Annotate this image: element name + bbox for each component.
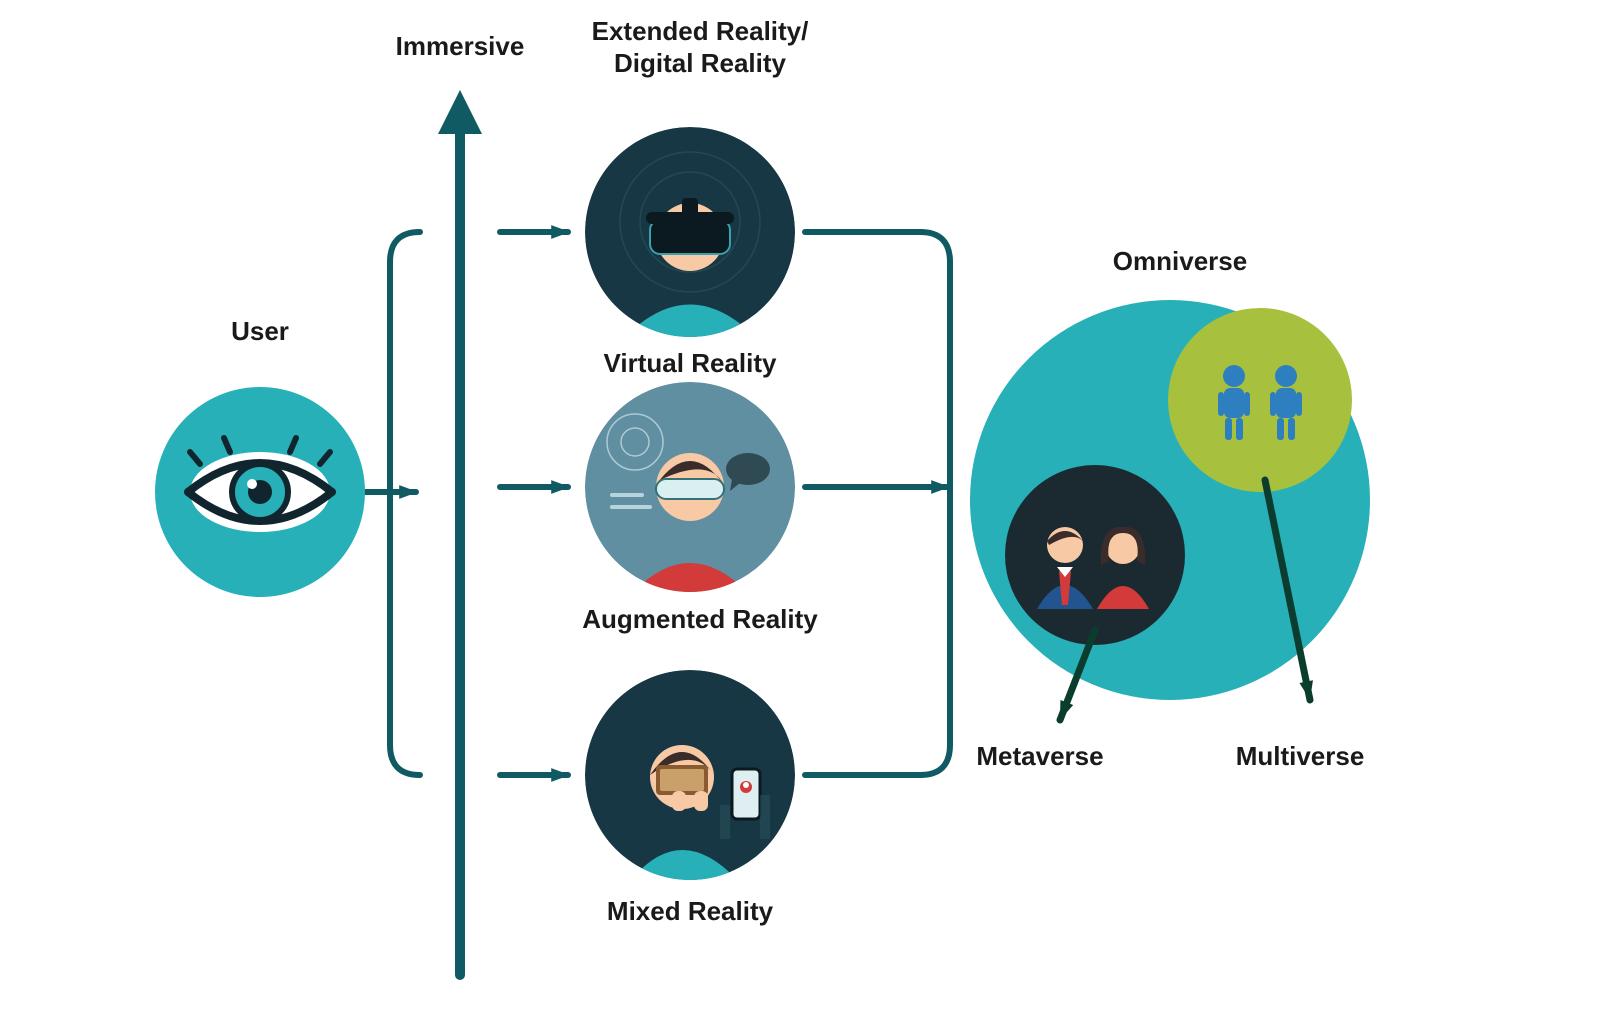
label-omniverse: Omniverse	[1113, 246, 1247, 276]
label-mr: Mixed Reality	[607, 896, 774, 926]
ar-node	[585, 382, 795, 607]
label-xr-line2: Digital Reality	[614, 48, 786, 78]
label-xr-line1: Extended Reality/	[592, 16, 809, 46]
label-vr: Virtual Reality	[604, 348, 777, 378]
label-user: User	[231, 316, 289, 346]
vr-node	[585, 127, 795, 382]
label-ar: Augmented Reality	[582, 604, 818, 634]
label-metaverse: Metaverse	[976, 741, 1103, 771]
omniverse-node	[970, 300, 1370, 700]
user-node	[155, 387, 365, 597]
mr-node	[585, 670, 795, 895]
label-multiverse: Multiverse	[1236, 741, 1365, 771]
label-immersive: Immersive	[396, 31, 525, 61]
